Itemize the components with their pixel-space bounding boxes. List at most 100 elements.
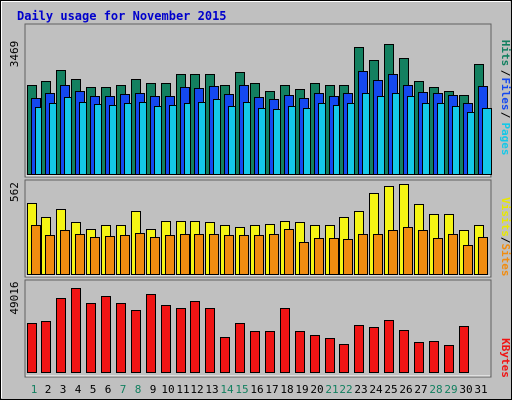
bar-sites-day-9 [150, 237, 160, 275]
bar-kbytes-day-6 [101, 296, 111, 373]
bar-sites-day-4 [75, 234, 85, 275]
legend-hits: Hits [499, 40, 512, 67]
bar-sites-day-17 [269, 234, 279, 275]
day-label-26: 26 [399, 383, 412, 396]
day-label-16: 16 [250, 383, 263, 396]
visits-side-legend: Sites / Visits [499, 197, 512, 276]
legend-sep-3: / [499, 237, 512, 244]
day-label-3: 3 [60, 383, 67, 396]
day-label-2: 2 [45, 383, 52, 396]
bar-sites-day-15 [239, 235, 249, 275]
bar-sites-day-10 [165, 235, 175, 275]
bar-sites-day-30 [463, 245, 473, 275]
bar-sites-day-23 [358, 234, 368, 275]
day-label-22: 22 [339, 383, 352, 396]
bar-kbytes-day-5 [86, 303, 96, 373]
day-label-7: 7 [120, 383, 127, 396]
bar-sites-day-7 [120, 235, 130, 275]
kbytes-side-legend: KBytes [499, 338, 512, 378]
day-label-6: 6 [105, 383, 112, 396]
bars-layer [27, 44, 492, 373]
bar-kbytes-day-9 [146, 294, 156, 373]
day-label-8: 8 [135, 383, 142, 396]
legend-visits: Visits [499, 197, 512, 237]
bar-kbytes-day-11 [176, 308, 186, 373]
day-label-14: 14 [220, 383, 234, 396]
bar-kbytes-day-24 [369, 327, 379, 373]
legend-files: Files [499, 77, 512, 110]
day-label-30: 30 [459, 383, 472, 396]
bar-kbytes-day-13 [205, 308, 215, 373]
day-label-17: 17 [265, 383, 278, 396]
day-label-4: 4 [75, 383, 82, 396]
bar-sites-day-8 [135, 233, 145, 275]
bar-sites-day-13 [209, 234, 219, 275]
bar-kbytes-day-25 [384, 320, 394, 373]
hits-side-legend: Pages / Files / Hits [499, 40, 512, 156]
day-label-27: 27 [414, 383, 427, 396]
bar-sites-day-29 [448, 234, 458, 275]
bar-kbytes-day-20 [310, 335, 320, 373]
day-label-5: 5 [90, 383, 97, 396]
bar-sites-day-2 [45, 235, 55, 275]
day-label-9: 9 [150, 383, 157, 396]
bar-kbytes-day-23 [354, 325, 364, 373]
bar-kbytes-day-28 [429, 341, 439, 373]
bar-sites-day-1 [31, 225, 41, 275]
day-label-21: 21 [325, 383, 338, 396]
bar-sites-day-19 [299, 242, 309, 275]
bar-kbytes-day-3 [56, 298, 66, 373]
bar-kbytes-day-14 [220, 337, 230, 373]
kbytes-ymax-label: 49016 [8, 281, 21, 314]
day-label-25: 25 [384, 383, 397, 396]
bar-kbytes-day-7 [116, 303, 126, 373]
legend-sep-2: / [499, 70, 512, 77]
bar-kbytes-day-21 [325, 338, 335, 373]
day-label-28: 28 [429, 383, 442, 396]
day-label-13: 13 [205, 383, 218, 396]
legend-sep-1: / [499, 112, 512, 119]
bar-pages-day-31 [482, 108, 492, 175]
bar-sites-day-12 [194, 234, 204, 275]
bar-kbytes-day-17 [265, 331, 275, 373]
day-labels: 1 2 3 4 5 6 7 8 9 10 11 12 13 14 15 16 17 18 19 20 21 22 23 24 2… [31, 383, 488, 396]
bar-sites-day-27 [418, 230, 428, 275]
legend-sites: Sites [499, 243, 512, 276]
bar-sites-day-26 [403, 227, 413, 275]
day-label-19: 19 [295, 383, 308, 396]
bar-sites-day-5 [90, 237, 100, 275]
bar-sites-day-22 [343, 239, 353, 275]
bar-sites-day-28 [433, 238, 443, 275]
day-label-15: 15 [235, 383, 248, 396]
bar-kbytes-day-26 [399, 330, 409, 373]
bar-sites-day-3 [60, 230, 70, 275]
day-label-24: 24 [369, 383, 383, 396]
bar-kbytes-day-1 [27, 323, 37, 373]
bar-kbytes-day-2 [41, 321, 51, 373]
bar-sites-day-25 [388, 230, 398, 275]
day-label-12: 12 [190, 383, 203, 396]
bar-kbytes-day-30 [459, 326, 469, 373]
bar-kbytes-day-15 [235, 323, 245, 373]
day-label-10: 10 [161, 383, 174, 396]
bar-kbytes-day-12 [190, 301, 200, 373]
bar-sites-day-6 [105, 236, 115, 275]
day-label-23: 23 [354, 383, 367, 396]
bar-sites-day-16 [254, 235, 264, 275]
day-label-31: 31 [474, 383, 487, 396]
bar-kbytes-day-16 [250, 331, 260, 373]
hits-ymax-label: 3469 [8, 41, 21, 68]
bar-sites-day-24 [373, 234, 383, 275]
legend-pages: Pages [499, 122, 512, 155]
bar-kbytes-day-10 [161, 305, 171, 373]
visits-ymax-label: 562 [8, 182, 21, 202]
legend-kbytes: KBytes [499, 338, 512, 378]
bar-kbytes-day-4 [71, 288, 81, 373]
bar-sites-day-31 [478, 237, 488, 275]
day-label-18: 18 [280, 383, 293, 396]
bar-sites-day-21 [329, 238, 339, 275]
chart-title: Daily usage for November 2015 [17, 9, 227, 23]
bar-kbytes-day-19 [295, 331, 305, 373]
bar-kbytes-day-8 [131, 310, 141, 373]
day-label-1: 1 [31, 383, 38, 396]
